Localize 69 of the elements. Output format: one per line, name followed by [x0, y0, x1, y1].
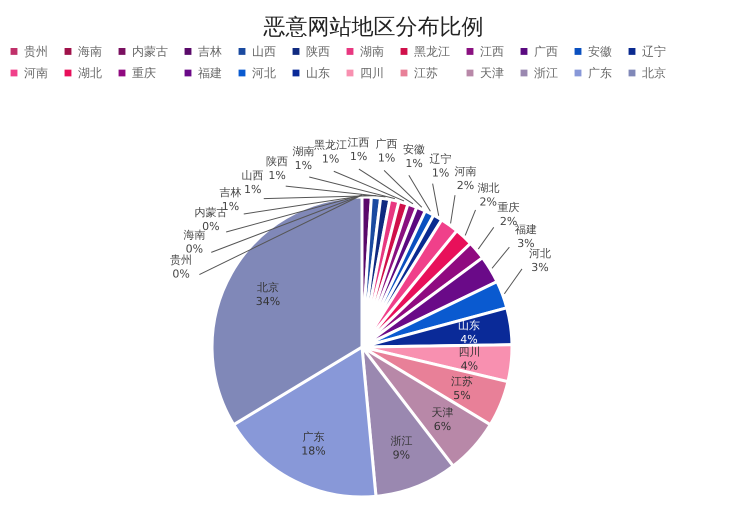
legend-label: 江西	[480, 44, 504, 58]
data-label: 1%	[322, 152, 340, 166]
data-label: 9%	[392, 448, 410, 462]
slice-label: 河南	[454, 165, 476, 178]
slice-label: 湖北	[477, 181, 500, 194]
legend-label: 安徽	[588, 44, 612, 58]
legend-label: 天津	[480, 66, 504, 80]
data-label: 1%	[432, 166, 450, 180]
slice-label: 江西	[348, 136, 370, 150]
slice-label: 广西	[376, 138, 398, 151]
category-label: 海南	[183, 228, 206, 242]
legend-label: 江苏	[414, 66, 438, 80]
legend-label: 黑龙江	[414, 44, 450, 58]
data-label: 1%	[350, 150, 368, 164]
slice-label: 安徽	[403, 142, 426, 156]
slice-label: 山西	[242, 168, 264, 182]
legend-label: 广西	[534, 44, 558, 58]
slice-label: 北京	[256, 280, 279, 294]
slice-label: 湖南	[292, 144, 314, 158]
legend-label: 贵州	[24, 44, 48, 58]
legend-label: 广东	[588, 66, 612, 80]
legend-label: 陕西	[306, 44, 330, 58]
data-label: 2%	[456, 179, 474, 192]
data-label: 4%	[460, 332, 478, 346]
legend-label: 北京	[642, 66, 666, 80]
slice-label: 山东	[458, 318, 480, 332]
text: 0%	[186, 242, 204, 256]
legend-label: 湖北	[78, 66, 102, 80]
legend-label: 内蒙古	[132, 44, 168, 58]
data-label: 18%	[301, 444, 326, 458]
slice-label: 辽宁	[430, 152, 452, 166]
text: 0%	[172, 267, 190, 280]
legend-label: 湖南	[360, 44, 384, 58]
data-label: 5%	[453, 388, 471, 402]
legend-label: 河南	[24, 66, 48, 80]
data-label: 2%	[480, 195, 498, 208]
legend-label: 山西	[252, 44, 276, 58]
data-label: 1%	[405, 156, 423, 170]
slice-label: 陕西	[266, 155, 288, 168]
slice-label: 吉林	[219, 186, 242, 199]
legend-label: 福建	[198, 66, 222, 80]
data-label: 2%	[500, 214, 518, 228]
category-label: 贵州	[170, 253, 192, 266]
data-label: 3%	[531, 261, 549, 274]
data-label: 4%	[460, 360, 478, 373]
legend-label: 辽宁	[642, 44, 666, 58]
data-label: 34%	[256, 294, 280, 308]
legend-label: 河北	[252, 66, 276, 80]
legend-label: 四川	[360, 66, 384, 80]
data-label: 6%	[434, 420, 452, 434]
data-label: 1%	[268, 169, 286, 182]
slice-label: 四川	[458, 346, 480, 359]
legend-label: 浙江	[534, 66, 558, 80]
slice-label: 广东	[302, 430, 324, 444]
legend-label: 海南	[78, 44, 102, 58]
slice-label: 江苏	[450, 374, 473, 388]
legend-label: 重庆	[132, 66, 156, 80]
slice-label: 黑龙江	[314, 138, 348, 152]
legend-label: 山东	[306, 66, 330, 80]
slice-label: 福建	[514, 222, 537, 236]
slice-label: 河北	[528, 247, 551, 260]
legend-label: 吉林	[198, 44, 222, 58]
slice-label: 重庆	[498, 200, 520, 214]
data-label: 1%	[378, 152, 396, 165]
slice-label: 天津	[431, 406, 454, 420]
slice-label: 浙江	[390, 434, 412, 448]
data-label: 1%	[294, 158, 312, 172]
data-label: 1%	[244, 182, 262, 196]
chart-title: 恶意网站地区分布比例	[262, 15, 484, 40]
